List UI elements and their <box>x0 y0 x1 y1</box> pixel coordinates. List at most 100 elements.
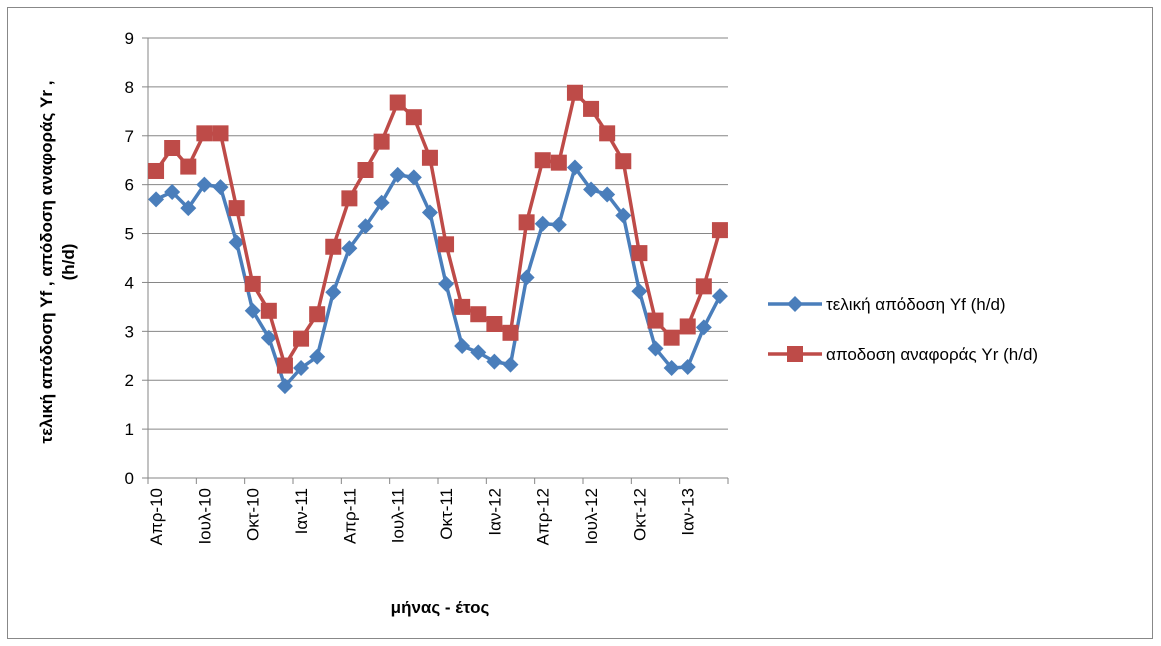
data-point-diamond <box>293 360 310 376</box>
data-point-square <box>389 94 406 111</box>
data-point-square <box>711 222 728 239</box>
x-tick-label: Οκτ-12 <box>630 488 649 541</box>
data-point-diamond <box>470 344 487 361</box>
data-point-diamond <box>405 169 422 186</box>
data-point-square <box>583 100 600 117</box>
data-point-diamond <box>534 215 551 232</box>
data-point-square <box>550 154 567 171</box>
data-point-square <box>615 153 632 170</box>
x-tick-label: Απρ-12 <box>534 488 553 545</box>
data-point-diamond <box>164 184 181 200</box>
data-point-diamond <box>566 159 583 176</box>
legend-label: αποδοση αναφοράς Yr (h/d) <box>826 345 1038 364</box>
data-point-square <box>309 306 326 323</box>
data-point-square <box>695 278 712 295</box>
x-tick-label: Οκτ-11 <box>437 488 456 540</box>
legend-marker-diamond <box>787 296 803 312</box>
data-point-diamond <box>244 302 261 319</box>
data-point-square <box>276 357 293 374</box>
y-tick-label: 4 <box>125 273 134 292</box>
y-tick-label: 1 <box>125 420 134 439</box>
data-point-diamond <box>148 191 165 208</box>
data-point-diamond <box>599 186 616 203</box>
legend-item-1: τελική απόδοση Yf (h/d) <box>768 295 1006 314</box>
y-tick-label: 9 <box>125 29 134 48</box>
axes <box>142 37 729 484</box>
y-axis-title-line-2: (h/d) <box>59 244 78 281</box>
data-point-square <box>357 162 374 178</box>
y-tick-label: 8 <box>125 78 134 97</box>
legend-marker-square <box>787 346 803 362</box>
data-point-square <box>663 329 680 346</box>
legend-label: τελική απόδοση Yf (h/d) <box>826 295 1006 314</box>
x-tick-labels: Απρ-10 Ιουλ-10 Οκτ-10 Ιαν-11 Απρ-11 Ιουλ-11 Οκ… <box>147 488 698 545</box>
data-point-diamond <box>373 194 390 211</box>
y-tick-label: 3 <box>125 322 134 341</box>
legend-item-2: αποδοση αναφοράς Yr (h/d) <box>768 345 1038 364</box>
y-tick-label: 2 <box>125 371 134 390</box>
data-point-diamond <box>389 166 406 183</box>
data-point-square <box>148 162 165 179</box>
data-point-diamond <box>663 360 680 376</box>
chart-frame <box>7 7 1153 639</box>
y-tick-labels: 0 1 2 3 4 5 6 7 8 9 <box>125 29 134 488</box>
data-point-diamond <box>341 240 358 257</box>
data-point-diamond <box>180 200 197 217</box>
data-point-square <box>164 140 181 156</box>
data-point-diamond <box>421 204 438 221</box>
data-point-diamond <box>196 176 213 193</box>
legend: τελική απόδοση Yf (h/d) αποδοση αναφοράς … <box>768 295 1038 364</box>
y-tick-label: 7 <box>125 127 134 146</box>
x-tick-label: Οκτ-10 <box>244 488 263 541</box>
data-point-diamond <box>550 216 567 233</box>
data-point-square <box>502 324 519 341</box>
data-point-diamond <box>212 179 229 196</box>
data-point-square <box>470 306 487 323</box>
y-tick-label: 5 <box>125 225 134 244</box>
data-point-square <box>405 109 422 126</box>
x-tick-label: Ιουλ-11 <box>389 488 408 543</box>
data-point-square <box>244 275 261 292</box>
data-point-square <box>631 245 648 262</box>
data-point-diamond <box>276 378 293 395</box>
x-tick-label: Ιουλ-12 <box>582 488 601 545</box>
data-point-square <box>518 214 535 231</box>
data-point-square <box>341 190 358 207</box>
x-axis-title: μήνας - έτος <box>391 598 490 617</box>
data-point-square <box>260 302 277 319</box>
data-point-square <box>599 125 616 142</box>
data-point-diamond <box>486 353 503 370</box>
data-point-diamond <box>518 269 535 286</box>
x-tick-label: Ιουλ-10 <box>195 488 214 545</box>
y-axis-title: τελική απόδοση Yf , απόδοση αναφοράς Yr … <box>37 81 78 444</box>
data-point-diamond <box>228 234 245 251</box>
data-point-square <box>293 330 310 347</box>
data-point-diamond <box>502 356 519 373</box>
gridlines <box>148 37 728 430</box>
data-point-square <box>438 236 455 253</box>
data-point-diamond <box>583 181 600 198</box>
data-point-diamond <box>438 275 455 292</box>
data-point-square <box>454 298 471 315</box>
y-tick-label: 0 <box>125 469 134 488</box>
data-point-square <box>180 158 197 175</box>
x-tick-label: Απρ-11 <box>340 488 359 544</box>
data-point-square <box>373 133 390 150</box>
data-point-square <box>566 84 583 101</box>
series-line <box>154 91 722 368</box>
x-tick-label: Ιαν-13 <box>679 488 698 536</box>
x-tick-label: Απρ-10 <box>147 488 166 545</box>
data-point-diamond <box>711 288 728 305</box>
data-point-square <box>228 200 245 217</box>
data-point-diamond <box>260 329 277 346</box>
data-point-diamond <box>647 340 664 357</box>
x-tick-label: Ιαν-11 <box>292 488 311 534</box>
data-point-square <box>421 149 438 166</box>
data-point-diamond <box>695 319 712 336</box>
data-point-diamond <box>454 338 471 354</box>
series-1 <box>148 159 728 395</box>
data-point-square <box>534 152 551 169</box>
y-tick-label: 6 <box>125 176 134 195</box>
data-point-diamond <box>357 218 374 235</box>
